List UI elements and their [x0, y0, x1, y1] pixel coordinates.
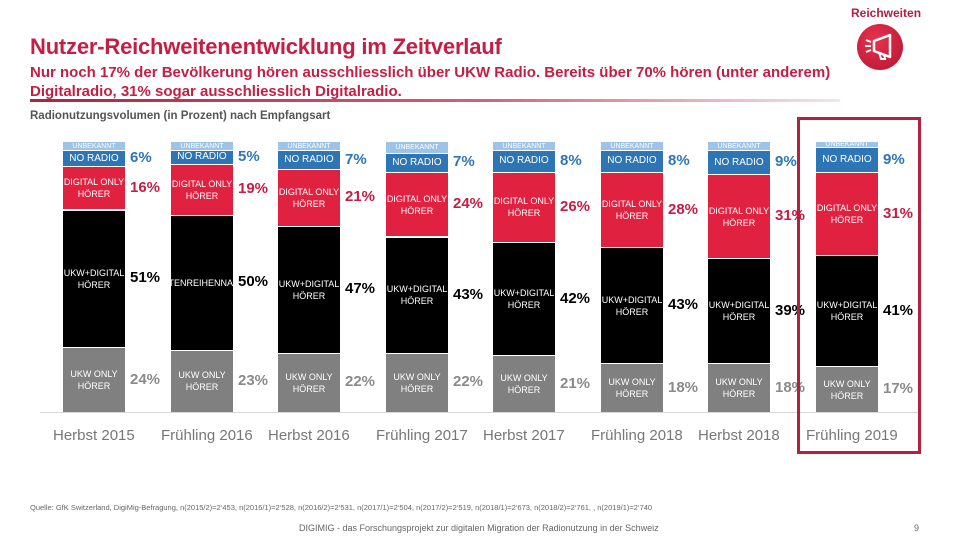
bar-segment-digital_only: DIGITAL ONLY HÖRER — [171, 163, 233, 215]
data-label-digital_only: 31% — [883, 204, 914, 222]
x-tick-label: Herbst 2017 — [483, 427, 565, 444]
bar-segment-unbekannt: UNBEKANNT — [278, 142, 340, 151]
x-tick-label: Herbst 2018 — [698, 427, 780, 444]
data-label-ukw_digital: 42% — [560, 289, 591, 307]
page-number: 9 — [914, 523, 920, 533]
bar-segment-ukw_digital: TENREIHENNAI — [171, 214, 233, 350]
bar-segment-ukw_only: UKW ONLY HÖRER — [708, 363, 770, 412]
data-label-ukw_digital: 43% — [668, 296, 699, 314]
bar-segment-ukw_only: UKW ONLY HÖRER — [601, 363, 663, 412]
bar-segment-digital_only: DIGITAL ONLY HÖRER — [708, 174, 770, 259]
bar-segment-ukw_only: UKW ONLY HÖRER — [816, 366, 878, 412]
bar-segment-unbekannt: UNBEKANNT — [601, 142, 663, 151]
x-tick-label: Frühling 2019 — [806, 427, 898, 444]
bar-segment-ukw_only: UKW ONLY HÖRER — [493, 355, 555, 412]
bar-segment-ukw_only: UKW ONLY HÖRER — [171, 349, 233, 412]
data-label-digital_only: 21% — [345, 188, 376, 206]
data-label-no_radio: 9% — [883, 150, 905, 168]
megaphone-icon — [857, 24, 903, 70]
bar-segment-no_radio: NO RADIO — [816, 147, 878, 172]
data-label-ukw_only: 17% — [883, 380, 914, 398]
bar-segment-digital_only: DIGITAL ONLY HÖRER — [816, 171, 878, 256]
bar-segment-no_radio: NO RADIO — [493, 150, 555, 172]
data-label-ukw_only: 22% — [453, 373, 484, 391]
section-label: Reichweiten — [851, 6, 922, 20]
x-tick-label: Herbst 2016 — [268, 427, 350, 444]
bar-segment-digital_only: DIGITAL ONLY HÖRER — [601, 171, 663, 248]
bar-segment-unbekannt: UNBEKANNT — [493, 142, 555, 151]
page-title: Nutzer-Reichweitenentwicklung im Zeitver… — [30, 34, 502, 59]
highlight-box — [797, 117, 921, 454]
data-label-ukw_digital: 41% — [883, 301, 914, 319]
bar-segment-digital_only: DIGITAL ONLY HÖRER — [278, 169, 340, 226]
data-label-ukw_digital: 47% — [345, 280, 376, 298]
data-label-no_radio: 6% — [130, 149, 152, 167]
bar-segment-ukw_digital: UKW+DIGITAL HÖRER — [601, 247, 663, 364]
bar-segment-ukw_only: UKW ONLY HÖRER — [63, 347, 125, 412]
chart-title: Radionutzungsvolumen (in Prozent) nach E… — [30, 110, 331, 122]
bar-segment-digital_only: DIGITAL ONLY HÖRER — [493, 171, 555, 242]
source-note: Quelle: GfK Switzerland, DigiMig-Befragu… — [30, 503, 653, 512]
bar-segment-unbekannt: UNBEKANNT — [708, 142, 770, 151]
data-label-no_radio: 8% — [560, 151, 582, 169]
data-label-ukw_only: 18% — [668, 378, 699, 396]
data-label-ukw_only: 21% — [560, 374, 591, 392]
bar-segment-no_radio: NO RADIO — [278, 150, 340, 169]
bar-segment-ukw_digital: UKW+DIGITAL HÖRER — [63, 209, 125, 348]
bar-segment-ukw_only: UKW ONLY HÖRER — [386, 352, 448, 412]
data-label-ukw_digital: 43% — [453, 285, 484, 303]
data-label-digital_only: 26% — [560, 197, 591, 215]
bar-segment-unbekannt: UNBEKANNT — [386, 142, 448, 153]
x-tick-label: Frühling 2016 — [161, 427, 253, 444]
data-label-no_radio: 8% — [668, 151, 690, 169]
bar-segment-no_radio: NO RADIO — [63, 150, 125, 167]
bar-segment-ukw_digital: UKW+DIGITAL HÖRER — [708, 258, 770, 364]
data-label-digital_only: 28% — [668, 200, 699, 218]
bar-segment-digital_only: DIGITAL ONLY HÖRER — [63, 166, 125, 210]
bar-segment-ukw_digital: UKW+DIGITAL HÖRER — [386, 236, 448, 353]
data-label-ukw_digital: 50% — [238, 273, 269, 291]
bar-segment-unbekannt: UNBEKANNT — [171, 142, 233, 151]
data-label-ukw_only: 22% — [345, 373, 376, 391]
bar-segment-ukw_digital: UKW+DIGITAL HÖRER — [278, 225, 340, 353]
data-label-digital_only: 24% — [453, 195, 484, 213]
data-label-digital_only: 16% — [130, 178, 161, 196]
bar-segment-ukw_digital: UKW+DIGITAL HÖRER — [816, 255, 878, 367]
x-axis-line — [40, 412, 920, 413]
title-divider — [30, 99, 840, 102]
bar-segment-digital_only: DIGITAL ONLY HÖRER — [386, 171, 448, 237]
x-tick-label: Herbst 2015 — [53, 427, 135, 444]
data-label-ukw_only: 23% — [238, 371, 269, 389]
bar-segment-unbekannt: UNBEKANNT — [63, 142, 125, 151]
bar-segment-no_radio: NO RADIO — [708, 150, 770, 175]
x-tick-label: Frühling 2018 — [591, 427, 683, 444]
x-tick-label: Frühling 2017 — [376, 427, 468, 444]
bar-segment-no_radio: NO RADIO — [386, 152, 448, 172]
bar-segment-no_radio: NO RADIO — [171, 150, 233, 164]
bar-segment-ukw_digital: UKW+DIGITAL HÖRER — [493, 241, 555, 356]
data-label-no_radio: 9% — [775, 153, 797, 171]
bar-segment-no_radio: NO RADIO — [601, 150, 663, 172]
data-label-no_radio: 7% — [453, 153, 475, 171]
footer-text: DIGIMIG - das Forschungsprojekt zur digi… — [299, 523, 659, 533]
data-label-no_radio: 5% — [238, 147, 260, 165]
page-subtitle: Nur noch 17% der Bevölkerung hören aussc… — [30, 64, 831, 100]
bar-segment-unbekannt: UNBEKANNT — [816, 142, 878, 148]
data-label-digital_only: 19% — [238, 180, 269, 198]
data-label-ukw_only: 24% — [130, 370, 161, 388]
data-label-ukw_digital: 51% — [130, 269, 161, 287]
data-label-no_radio: 7% — [345, 150, 367, 168]
bar-segment-ukw_only: UKW ONLY HÖRER — [278, 352, 340, 412]
